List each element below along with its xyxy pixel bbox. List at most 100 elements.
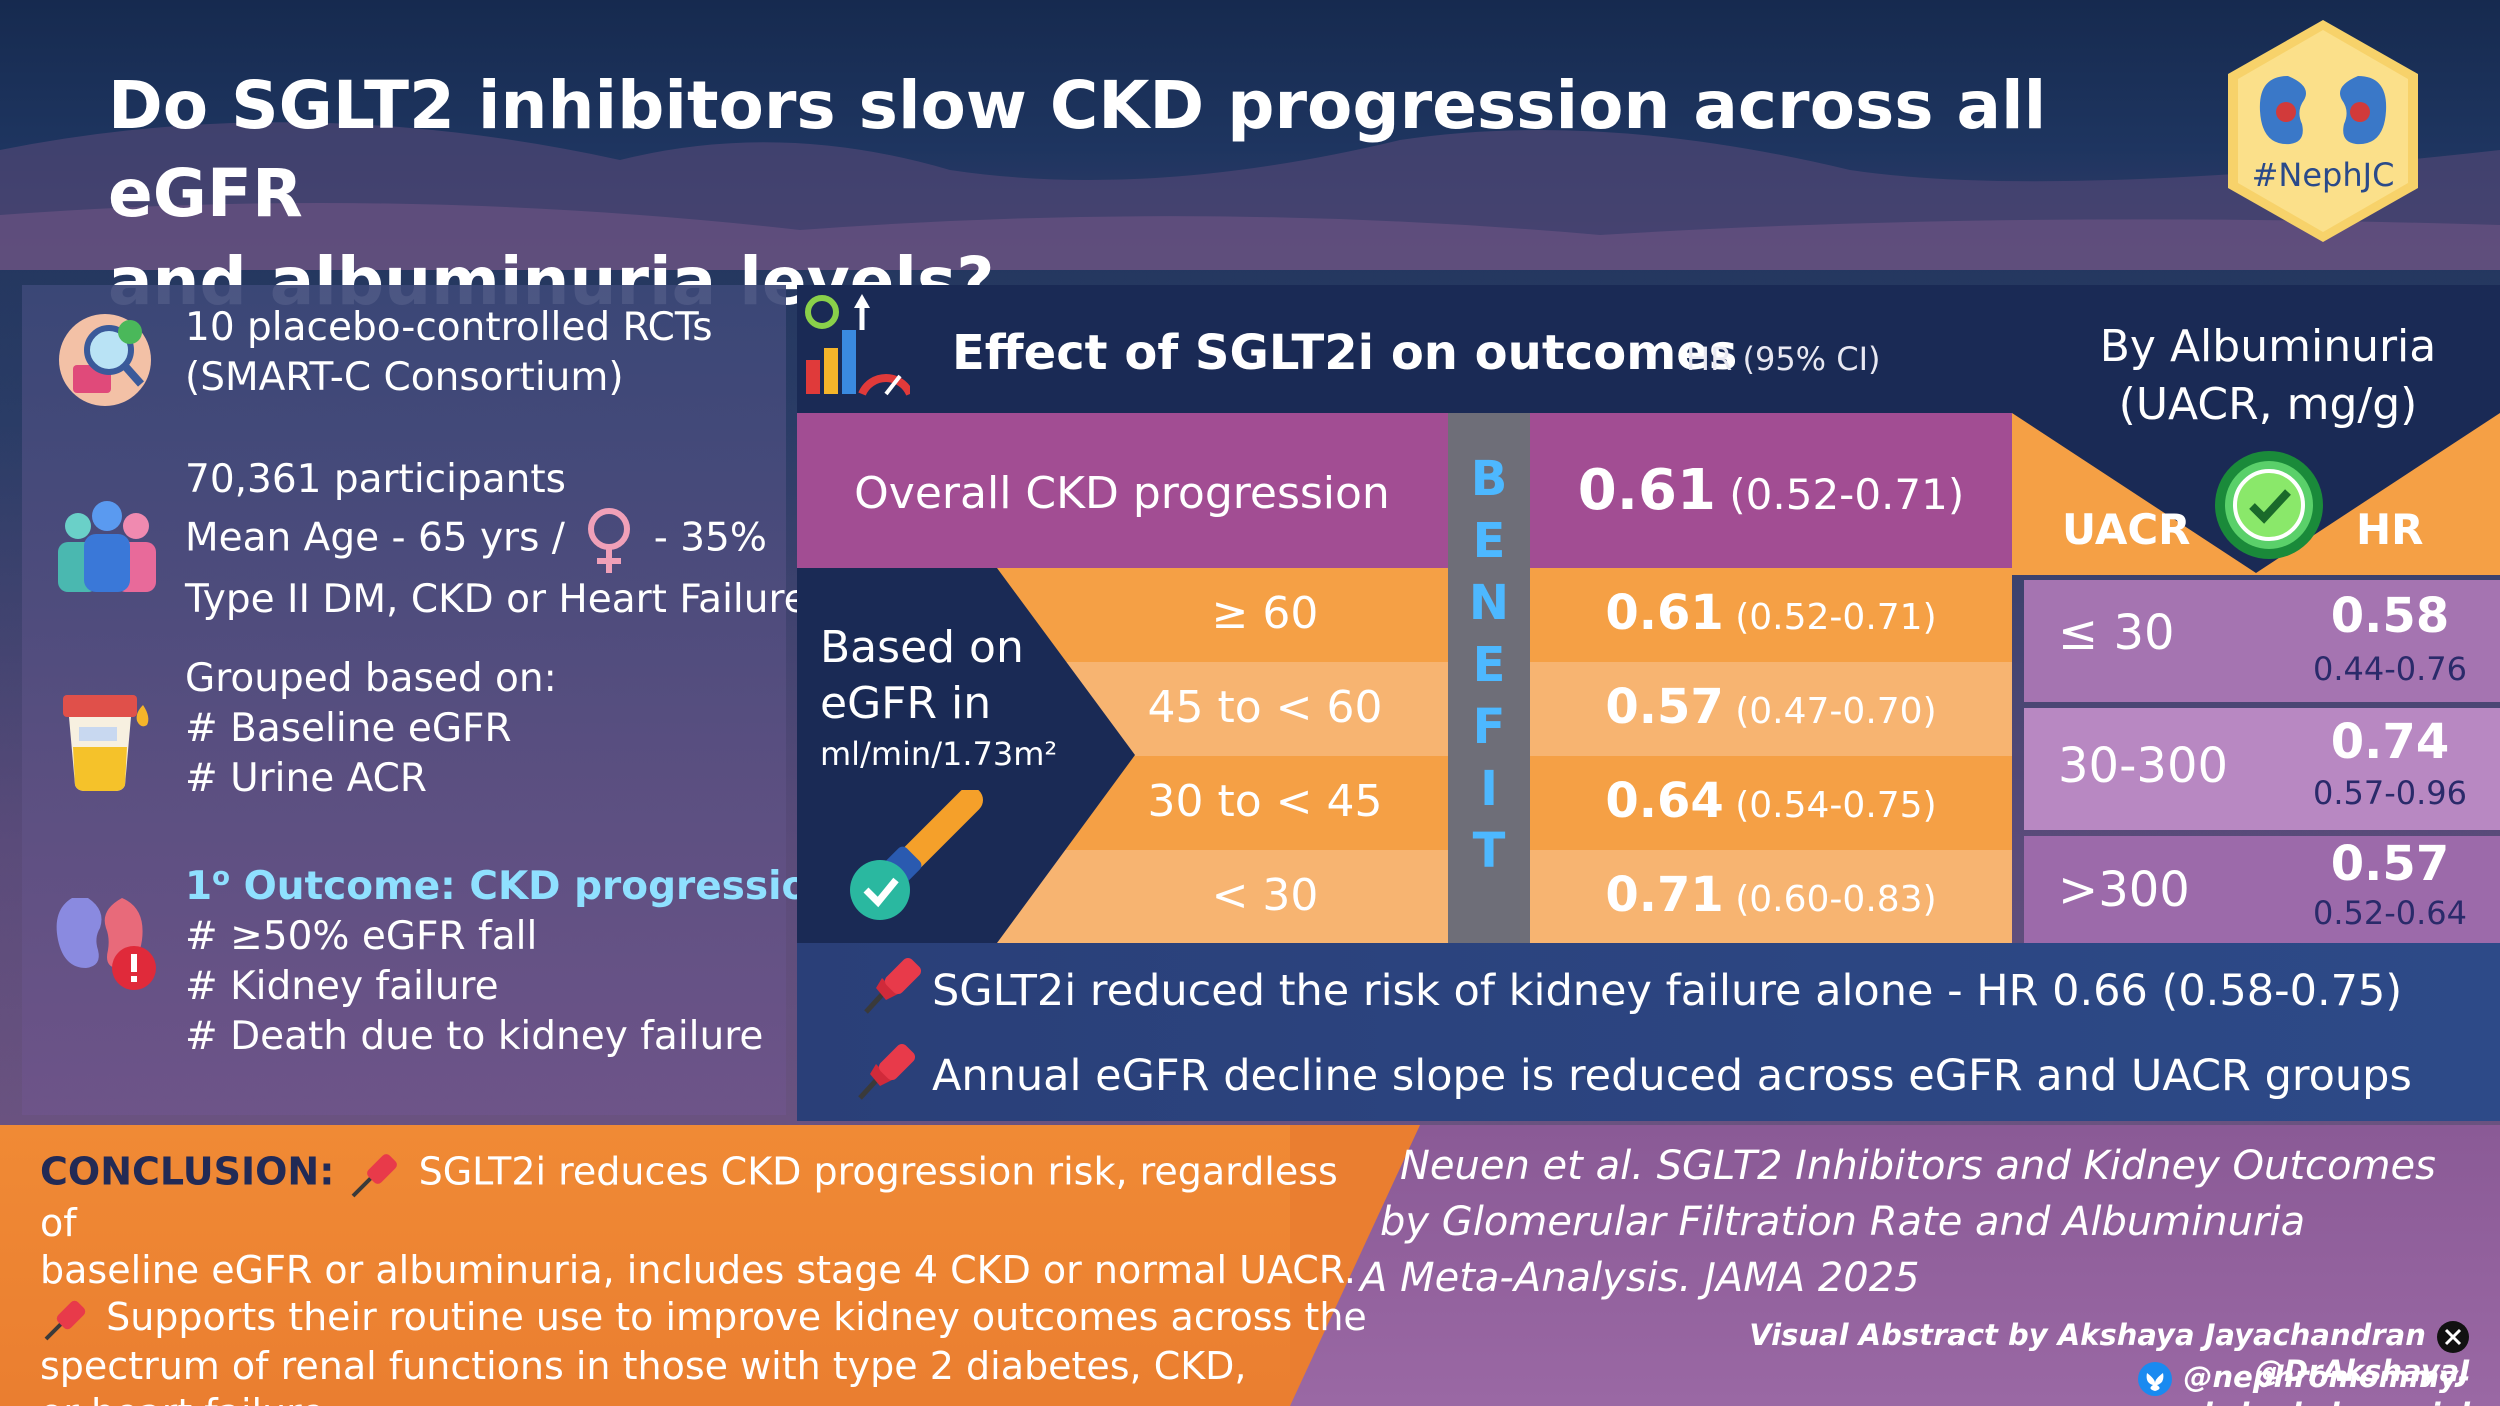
pushpin-icon bbox=[44, 1300, 86, 1340]
albuminuria-hr-1: 0.58 bbox=[2330, 588, 2450, 644]
citation-line-2: by Glomerular Filtration Rate and Albumi… bbox=[1380, 1199, 2306, 1245]
credit-text: Visual Abstract by Akshaya Jayachandran bbox=[1749, 1318, 2426, 1352]
participants-icon bbox=[58, 501, 156, 592]
conclusion-line-1: CONCLUSION: SGLT2i reduces CKD progressi… bbox=[40, 1148, 1370, 1247]
albuminuria-title-line-1: By Albuminuria bbox=[2099, 321, 2437, 372]
egfr-hr-2-ci: (0.47-0.70) bbox=[1735, 691, 1937, 732]
egfr-hr-4: 0.71 (0.60-0.83) bbox=[1530, 867, 2012, 923]
outcome-egfr-fall: # ≥50% eGFR fall bbox=[185, 914, 538, 959]
conclusion-line-1-text: SGLT2i reduces CKD progression risk, reg… bbox=[40, 1149, 1338, 1246]
egfr-hr-4-value: 0.71 bbox=[1605, 867, 1724, 923]
x-logo-icon bbox=[2437, 1321, 2469, 1353]
egfr-label-line-1: Based on bbox=[820, 622, 1024, 673]
egfr-hr-2: 0.57 (0.47-0.70) bbox=[1530, 679, 2012, 735]
overall-hr-value: 0.61 bbox=[1577, 458, 1716, 523]
egfr-hr-3-ci: (0.54-0.75) bbox=[1735, 785, 1937, 826]
pushpin-icon bbox=[864, 957, 922, 1014]
outcome-title-num: 1 bbox=[185, 864, 213, 909]
chart-gauge-icon bbox=[805, 294, 910, 396]
kidney-alert-icon bbox=[56, 898, 156, 990]
conclusion-panel bbox=[0, 1125, 1420, 1406]
finding-egfr-slope: Annual eGFR decline slope is reduced acr… bbox=[932, 1051, 2412, 1101]
egfr-arrow-shape bbox=[797, 568, 1135, 943]
title-line-1: Do SGLT2 inhibitors slow CKD progression… bbox=[108, 67, 2047, 232]
egfr-hr-2-value: 0.57 bbox=[1605, 679, 1724, 735]
hr-column-header: HR bbox=[2356, 505, 2424, 554]
albuminuria-category-1: ≤ 30 bbox=[2058, 605, 2175, 661]
egfr-category-1: ≥ 60 bbox=[1211, 588, 1319, 639]
urine-cup-icon bbox=[63, 695, 149, 791]
pencil-check-icon bbox=[850, 790, 983, 920]
conclusion-text: CONCLUSION: SGLT2i reduces CKD progressi… bbox=[40, 1148, 1370, 1406]
citation-line-3: A Meta-Analysis. JAMA 2025 bbox=[1360, 1255, 1920, 1301]
trials-line-1: 10 placebo-controlled RCTs bbox=[185, 305, 713, 350]
effect-subtitle: HR (95% CI) bbox=[1686, 340, 1881, 378]
benefit-letter-i: I bbox=[1480, 761, 1498, 817]
overall-label: Overall CKD progression bbox=[854, 468, 1390, 519]
outcome-text: 1o Outcome: CKD progression # ≥50% eGFR … bbox=[185, 852, 836, 1062]
albuminuria-hr-2: 0.74 bbox=[2330, 714, 2450, 770]
citation-line-1: Neuen et al. SGLT2 Inhibitors and Kidney… bbox=[1400, 1143, 2436, 1189]
egfr-category-2: 45 to < 60 bbox=[1147, 682, 1383, 733]
benefit-letter-t: T bbox=[1472, 823, 1506, 879]
effect-header bbox=[797, 285, 2012, 413]
benefit-letter-n: N bbox=[1468, 575, 1510, 631]
uacr-column-header: UACR bbox=[2062, 505, 2191, 554]
albuminuria-ci-3: 0.52-0.64 bbox=[2312, 894, 2468, 932]
outcome-title: 1o Outcome: CKD progression bbox=[185, 852, 836, 912]
grouped-title: Grouped based on: bbox=[185, 656, 557, 701]
participants-text: 70,361 participants Mean Age - 65 yrs / … bbox=[185, 455, 808, 625]
overall-hr-ci: (0.52-0.71) bbox=[1729, 470, 1965, 519]
benefit-letter-f: F bbox=[1472, 699, 1506, 755]
benefit-letter-b: B bbox=[1470, 451, 1508, 507]
citation-text: Neuen et al. SGLT2 Inhibitors and Kidney… bbox=[1360, 1138, 2480, 1306]
grouped-egfr: # Baseline eGFR bbox=[185, 706, 512, 751]
outcome-title-sup: o bbox=[212, 862, 231, 892]
albuminuria-category-3: >300 bbox=[2058, 862, 2190, 918]
hr-row-bg-1 bbox=[1530, 568, 2012, 662]
check-badge-icon bbox=[2215, 451, 2323, 559]
trials-text: 10 placebo-controlled RCTs (SMART-C Cons… bbox=[185, 303, 713, 403]
bluesky-handle[interactable]: @nephromommy-akshu.bsky.social bbox=[2183, 1360, 2470, 1406]
egfr-category-4: < 30 bbox=[1211, 870, 1319, 921]
albuminuria-row-3 bbox=[2024, 836, 2500, 943]
egfr-hr-3-value: 0.64 bbox=[1605, 773, 1724, 829]
albuminuria-row-2 bbox=[2024, 708, 2500, 830]
egfr-hr-1-ci: (0.52-0.71) bbox=[1735, 597, 1937, 638]
albuminuria-category-2: 30-300 bbox=[2058, 738, 2229, 794]
participants-count: 70,361 participants bbox=[185, 457, 566, 502]
finding-kidney-failure: SGLT2i reduced the risk of kidney failur… bbox=[932, 966, 2403, 1016]
egfr-unit: ml/min/1.73m² bbox=[820, 735, 1058, 773]
benefit-letter-e1: E bbox=[1472, 513, 1506, 569]
outcome-kidney-failure: # Kidney failure bbox=[185, 964, 499, 1009]
egfr-hr-1: 0.61 (0.52-0.71) bbox=[1530, 585, 2012, 641]
conclusion-line-5: or heart failure. bbox=[40, 1390, 1370, 1406]
egfr-hr-4-ci: (0.60-0.83) bbox=[1735, 879, 1937, 920]
logo-text: #NephJC bbox=[2251, 156, 2395, 194]
citation-panel bbox=[1290, 1125, 2500, 1406]
egfr-label-line-2: eGFR in bbox=[820, 678, 992, 729]
albuminuria-title-line-2: (UACR, mg/g) bbox=[2118, 379, 2418, 430]
pushpin-icon bbox=[858, 1043, 916, 1100]
grouped-text: Grouped based on: # Baseline eGFR # Urin… bbox=[185, 654, 557, 804]
key-findings-panel bbox=[797, 943, 2500, 1121]
citation-panel-shape bbox=[1290, 1125, 1420, 1406]
albuminuria-hr-3: 0.57 bbox=[2330, 836, 2450, 892]
albuminuria-title: By Albuminuria (UACR, mg/g) bbox=[2012, 318, 2500, 434]
conclusion-title: CONCLUSION: bbox=[40, 1149, 335, 1194]
egfr-hr-1-value: 0.61 bbox=[1605, 585, 1724, 641]
nephjc-logo bbox=[2228, 20, 2418, 242]
hr-row-bg-2 bbox=[1530, 662, 2012, 756]
population-text: Type II DM, CKD or Heart Failure bbox=[185, 577, 808, 622]
albuminuria-row-1 bbox=[2024, 580, 2500, 702]
effect-title: Effect of SGLT2i on outcomes bbox=[952, 325, 1738, 381]
header-banner bbox=[0, 0, 2500, 270]
hr-row-bg-3 bbox=[1530, 756, 2012, 850]
pushpin-icon bbox=[351, 1154, 397, 1198]
x-handle[interactable]: @DrAkshayaJ bbox=[2255, 1354, 2470, 1388]
magnifier-document-icon bbox=[59, 314, 151, 406]
bluesky-logo-icon bbox=[2138, 1362, 2173, 1396]
albuminuria-ci-2: 0.57-0.96 bbox=[2312, 774, 2468, 812]
overall-row bbox=[797, 413, 2012, 568]
conclusion-line-2: baseline eGFR or albuminuria, includes s… bbox=[40, 1248, 1356, 1292]
